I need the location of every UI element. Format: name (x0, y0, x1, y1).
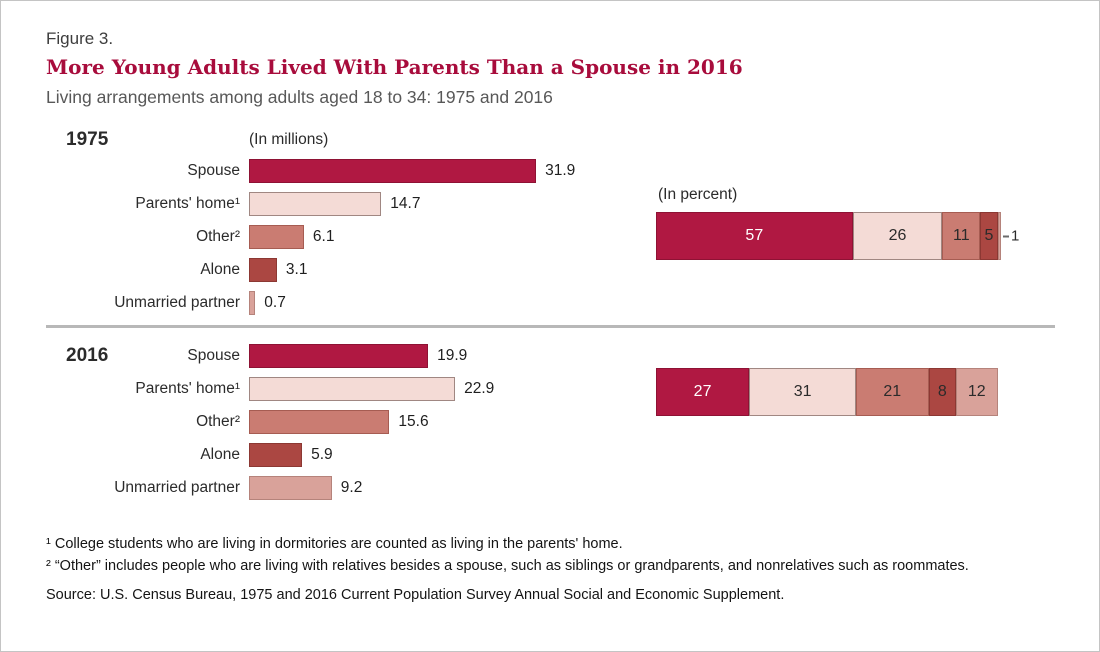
millions-value: 14.7 (390, 194, 421, 212)
percent-segment-label: 26 (888, 227, 907, 244)
millions-value: 5.9 (311, 445, 333, 463)
percent-segment: 5 (980, 212, 998, 260)
panel-divider (46, 325, 1055, 328)
millions-bar (249, 409, 390, 434)
category-label: Parents' home¹ (135, 379, 240, 397)
footnotes: ¹ College students who are living in dor… (1, 504, 1086, 606)
outside-segment-label: 1 (1001, 228, 1019, 245)
category-label: Alone (200, 260, 240, 278)
category-label: Spouse (187, 346, 240, 364)
percent-segment-label: 31 (793, 383, 812, 400)
millions-bar (249, 442, 303, 467)
millions-bar (249, 191, 382, 216)
year-label: 2016 (66, 345, 109, 366)
bar-row: Spouse 31.9 (1, 154, 1099, 187)
percent-chart: 27 31 21 8 12 (656, 368, 1016, 416)
category-label: Parents' home¹ (135, 194, 240, 212)
panel-2016: 2016 Spouse 19.9 Parents' home¹ 22.9 Other² 15… (1, 335, 1099, 504)
millions-chart: Spouse 19.9 Parents' home¹ 22.9 Other² 15.6 Al… (1, 335, 1099, 504)
millions-bar (249, 475, 332, 500)
stacked-bar-track: 57 26 11 5 (656, 212, 1001, 260)
units-label: (In millions) (249, 131, 329, 148)
category-label: Spouse (187, 161, 240, 179)
footnote-2: ² “Other” includes people who are living… (46, 557, 969, 574)
millions-chart: Spouse 31.9 Parents' home¹ 14.7 Other² 6.1 Alo… (1, 154, 1099, 319)
bar-row: Other² 6.1 (1, 220, 1099, 253)
percent-segment-label: 57 (745, 227, 764, 244)
percent-segment-label: 11 (952, 227, 970, 244)
millions-value: 19.9 (437, 346, 468, 364)
millions-bar (249, 158, 537, 183)
percent-segment-label: 5 (984, 227, 994, 244)
category-label: Other² (196, 412, 240, 430)
panel-header: 1975 (In millions) (1, 126, 1099, 154)
millions-value: 6.1 (312, 227, 335, 245)
bar-row: Other² 15.6 (1, 405, 1099, 438)
category-label: Alone (200, 445, 240, 463)
percent-segment: 8 (928, 368, 957, 416)
percent-segment-label: 27 (693, 383, 712, 400)
percent-segment: 26 (852, 212, 943, 260)
stacked-bar: 57 26 11 5 1 (656, 212, 1019, 260)
percent-segment: 11 (942, 212, 981, 260)
stacked-bar-track: 27 31 21 8 12 (656, 368, 1001, 416)
millions-value: 0.7 (264, 293, 286, 311)
panel-1975: 1975 (In millions) Spouse 31.9 Parents' home… (1, 126, 1099, 319)
bar-row: Alone 3.1 (1, 253, 1099, 286)
category-label: Unmarried partner (114, 478, 240, 496)
percent-segment: 12 (956, 368, 998, 416)
millions-bar (249, 224, 304, 249)
millions-value: 15.6 (398, 412, 429, 430)
figure-header: Figure 3. More Young Adults Lived With P… (1, 1, 1099, 108)
millions-bar (249, 343, 429, 368)
millions-bar (249, 376, 456, 401)
figure-subtitle: Living arrangements among adults aged 18… (46, 87, 553, 107)
percent-segment: 57 (656, 212, 853, 260)
figure-label: Figure 3. (46, 29, 114, 48)
millions-value: 22.9 (464, 379, 495, 397)
figure-title: More Young Adults Lived With Parents Tha… (46, 55, 743, 79)
footnote-1: ¹ College students who are living in dor… (46, 536, 623, 552)
bar-row: Unmarried partner 0.7 (1, 286, 1099, 319)
bar-row: Spouse 19.9 (1, 339, 1099, 372)
stacked-bar: 27 31 21 8 12 (656, 368, 1001, 416)
percent-segment-label: 12 (967, 383, 986, 400)
millions-value: 9.2 (340, 478, 363, 496)
bar-row: Alone 5.9 (1, 438, 1099, 471)
category-label: Unmarried partner (114, 293, 240, 311)
category-label: Other² (196, 227, 240, 245)
percent-segment: 31 (749, 368, 857, 416)
percent-segment: 27 (656, 368, 750, 416)
percent-segment-label: 21 (883, 383, 902, 400)
source-line: Source: U.S. Census Bureau, 1975 and 201… (46, 586, 785, 603)
bar-row: Parents' home¹ 22.9 (1, 372, 1099, 405)
millions-bar (249, 290, 256, 315)
year-label: 1975 (66, 129, 109, 150)
millions-bar (249, 257, 277, 282)
percent-chart: (In percent) 57 26 11 5 1 (656, 186, 1019, 260)
percent-segment: 21 (856, 368, 929, 416)
millions-value: 31.9 (545, 161, 576, 179)
bar-row: Unmarried partner 9.2 (1, 471, 1099, 504)
millions-value: 3.1 (285, 260, 308, 278)
bar-row: Parents' home¹ 14.7 (1, 187, 1099, 220)
percent-segment-label: 8 (937, 383, 947, 400)
percent-units-label: (In percent) (658, 186, 738, 203)
